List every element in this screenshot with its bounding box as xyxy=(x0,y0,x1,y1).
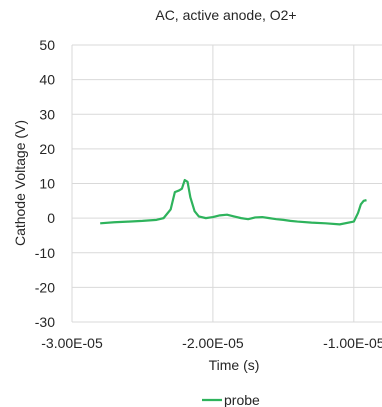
y-tick-label: 20 xyxy=(39,141,55,157)
x-tick-label: -3.00E-05 xyxy=(41,335,103,351)
chart-title: AC, active anode, O2+ xyxy=(155,7,296,23)
x-axis-label: Time (s) xyxy=(209,357,260,373)
legend: probe xyxy=(202,392,260,407)
y-tick-label: 50 xyxy=(39,37,55,53)
y-tick-label: -20 xyxy=(35,279,55,295)
y-tick-label: 30 xyxy=(39,106,55,122)
y-tick-label: 10 xyxy=(39,176,55,192)
y-tick-label: 0 xyxy=(47,210,55,226)
x-axis-ticks: -3.00E-05 -2.00E-05 -1.00E-05 xyxy=(41,335,382,351)
y-tick-label: 40 xyxy=(39,72,55,88)
y-axis-label: Cathode Voltage (V) xyxy=(12,120,28,246)
series-line-probe xyxy=(100,178,367,226)
x-tick-label: -2.00E-05 xyxy=(182,335,244,351)
x-tick-label: -1.00E-05 xyxy=(323,335,382,351)
gridlines xyxy=(71,44,382,323)
y-axis-ticks: -30 -20 -10 0 10 20 30 40 50 xyxy=(35,37,55,330)
y-tick-label: -10 xyxy=(35,245,55,261)
y-tick-label: -30 xyxy=(35,314,55,330)
legend-label-probe: probe xyxy=(224,392,260,407)
